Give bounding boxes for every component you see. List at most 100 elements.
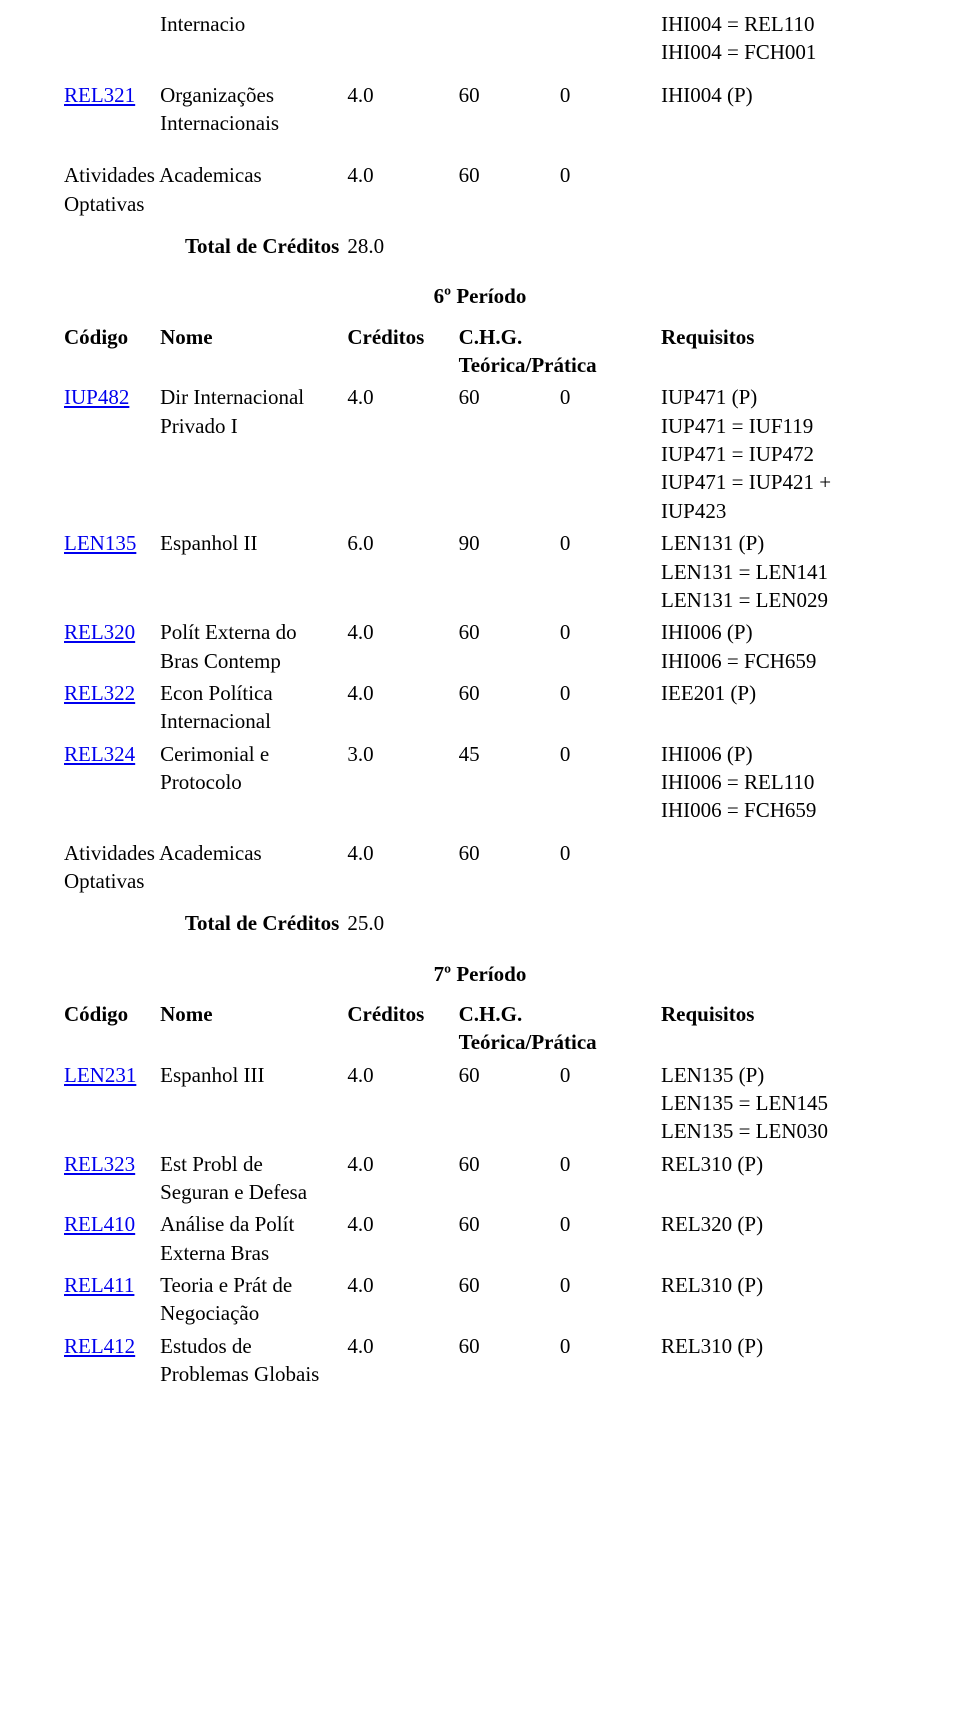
cell-name: Est Probl deSeguran e Defesa (156, 1148, 343, 1209)
chg-line: C.H.G. (459, 1002, 523, 1026)
row-rel321: REL321 Organizações Internacionais 4.0 6… (60, 69, 900, 150)
period6-title: 6º Período (60, 280, 900, 312)
req-line: IHI004 = REL110 (661, 12, 814, 36)
code-link[interactable]: REL412 (64, 1334, 135, 1358)
row-internacio: Internacio IHI004 = REL110 IHI004 = FCH0… (60, 8, 900, 69)
row-atividades-p6: Atividades Academicas Optativas 4.0 60 0 (60, 827, 900, 908)
cell-name: Dir InternacionalPrivado I (156, 381, 343, 527)
cell-name: Teoria e Prát deNegociação (156, 1269, 343, 1330)
cell-name: Estudos deProblemas Globais (156, 1330, 343, 1391)
hdr-codigo: Código (60, 990, 156, 1059)
cell-internacio: Internacio (156, 8, 343, 69)
code-link-rel321[interactable]: REL321 (64, 83, 135, 107)
total-label: Total de Créditos (156, 907, 343, 939)
code-link[interactable]: REL322 (64, 681, 135, 705)
cell-name: Espanhol II (156, 527, 343, 616)
cell-prat: 0 (556, 1330, 657, 1391)
cell-teor: 60 (455, 381, 556, 527)
hdr-requisitos: Requisitos (657, 990, 900, 1059)
cell-req: IHI004 (P) (657, 69, 900, 150)
table-row: LEN135Espanhol II6.0900LEN131 (P)LEN131 … (60, 527, 900, 616)
name-line: Internacionais (160, 111, 279, 135)
hdr-creditos: Créditos (343, 313, 454, 382)
cell-prat: 0 (556, 149, 657, 230)
cell-name: Econ PolíticaInternacional (156, 677, 343, 738)
cell-cred: 4.0 (343, 149, 454, 230)
code-link[interactable]: IUP482 (64, 385, 129, 409)
cell-req: REL310 (P) (657, 1148, 900, 1209)
top-table: Internacio IHI004 = REL110 IHI004 = FCH0… (60, 8, 900, 262)
period7-title-row: 7º Período (60, 958, 900, 990)
hdr-chg: C.H.G. Teórica/Prática (455, 990, 657, 1059)
cell-prat: 0 (556, 527, 657, 616)
total-label: Total de Créditos (156, 230, 343, 262)
cell-internacio-req: IHI004 = REL110 IHI004 = FCH001 (657, 8, 900, 69)
period6-table: 6º Período Código Nome Créditos C.H.G. T… (60, 280, 900, 939)
cell-prat: 0 (556, 677, 657, 738)
cell-prat: 0 (556, 1208, 657, 1269)
ativ-line: Atividades Academicas (64, 841, 262, 865)
row-total: Total de Créditos 28.0 (60, 230, 900, 262)
cell-prat: 0 (556, 381, 657, 527)
code-link[interactable]: REL410 (64, 1212, 135, 1236)
table-row: REL412Estudos deProblemas Globais4.0600R… (60, 1330, 900, 1391)
cell-prat: 0 (556, 1269, 657, 1330)
period6-title-row: 6º Período (60, 280, 900, 312)
cell-cred: 4.0 (343, 827, 454, 908)
cell-req: LEN135 (P)LEN135 = LEN145LEN135 = LEN030 (657, 1059, 900, 1148)
hdr-creditos: Créditos (343, 990, 454, 1059)
cell-name: Cerimonial eProtocolo (156, 738, 343, 827)
code-link[interactable]: LEN231 (64, 1063, 136, 1087)
cell-req: IHI006 (P)IHI006 = FCH659 (657, 616, 900, 677)
hdr-chg: C.H.G. Teórica/Prática (455, 313, 657, 382)
ativ-line: Atividades Academicas (64, 163, 262, 187)
cell-cred: 4.0 (343, 1148, 454, 1209)
cell-atividades: Atividades Academicas Optativas (60, 149, 343, 230)
cell-teor: 60 (455, 1059, 556, 1148)
hdr-codigo: Código (60, 313, 156, 382)
cell-name: Polít Externa doBras Contemp (156, 616, 343, 677)
cell-req: REL310 (P) (657, 1269, 900, 1330)
code-link[interactable]: REL323 (64, 1152, 135, 1176)
cell-teor: 60 (455, 1208, 556, 1269)
name-line: Organizações (160, 83, 274, 107)
table-row: REL410Análise da PolítExterna Bras4.0600… (60, 1208, 900, 1269)
cell-cred: 3.0 (343, 738, 454, 827)
cell-teor: 45 (455, 738, 556, 827)
cell-cred: 6.0 (343, 527, 454, 616)
total-value: 28.0 (343, 230, 454, 262)
code-link[interactable]: REL320 (64, 620, 135, 644)
period7-table: 7º Período Código Nome Créditos C.H.G. T… (60, 958, 900, 1391)
table-row: IUP482Dir InternacionalPrivado I4.0600IU… (60, 381, 900, 527)
cell-req: REL320 (P) (657, 1208, 900, 1269)
code-link[interactable]: REL411 (64, 1273, 134, 1297)
chg-line: Teórica/Prática (459, 353, 597, 377)
table-row: REL320Polít Externa doBras Contemp4.0600… (60, 616, 900, 677)
cell-cred: 4.0 (343, 69, 454, 150)
cell-prat: 0 (556, 827, 657, 908)
table-row: REL322 Econ PolíticaInternacional4.0600IE… (60, 677, 900, 738)
cell-req: IUP471 (P)IUP471 = IUF119IUP471 = IUP472… (657, 381, 900, 527)
period7-header: Código Nome Créditos C.H.G. Teórica/Prát… (60, 990, 900, 1059)
cell-teor: 90 (455, 527, 556, 616)
cell-atividades: Atividades Academicas Optativas (60, 827, 343, 908)
hdr-nome: Nome (156, 313, 343, 382)
table-row: REL324Cerimonial eProtocolo3.0450IHI006 … (60, 738, 900, 827)
ativ-line: Optativas (64, 192, 144, 216)
cell-name: Análise da PolítExterna Bras (156, 1208, 343, 1269)
code-link[interactable]: LEN135 (64, 531, 136, 555)
cell-prat: 0 (556, 69, 657, 150)
cell-teor: 60 (455, 677, 556, 738)
period6-header: Código Nome Créditos C.H.G. Teórica/Prát… (60, 313, 900, 382)
cell-cred: 4.0 (343, 677, 454, 738)
cell-teor: 60 (455, 149, 556, 230)
cell-prat: 0 (556, 1059, 657, 1148)
cell-teor: 60 (455, 1330, 556, 1391)
code-link[interactable]: REL324 (64, 742, 135, 766)
total-value: 25.0 (343, 907, 454, 939)
cell-req: IEE201 (P) (657, 677, 900, 738)
table-row: REL411Teoria e Prát deNegociação4.0600RE… (60, 1269, 900, 1330)
req-line: IHI004 = FCH001 (661, 40, 816, 64)
cell-teor: 60 (455, 69, 556, 150)
cell-cred: 4.0 (343, 616, 454, 677)
